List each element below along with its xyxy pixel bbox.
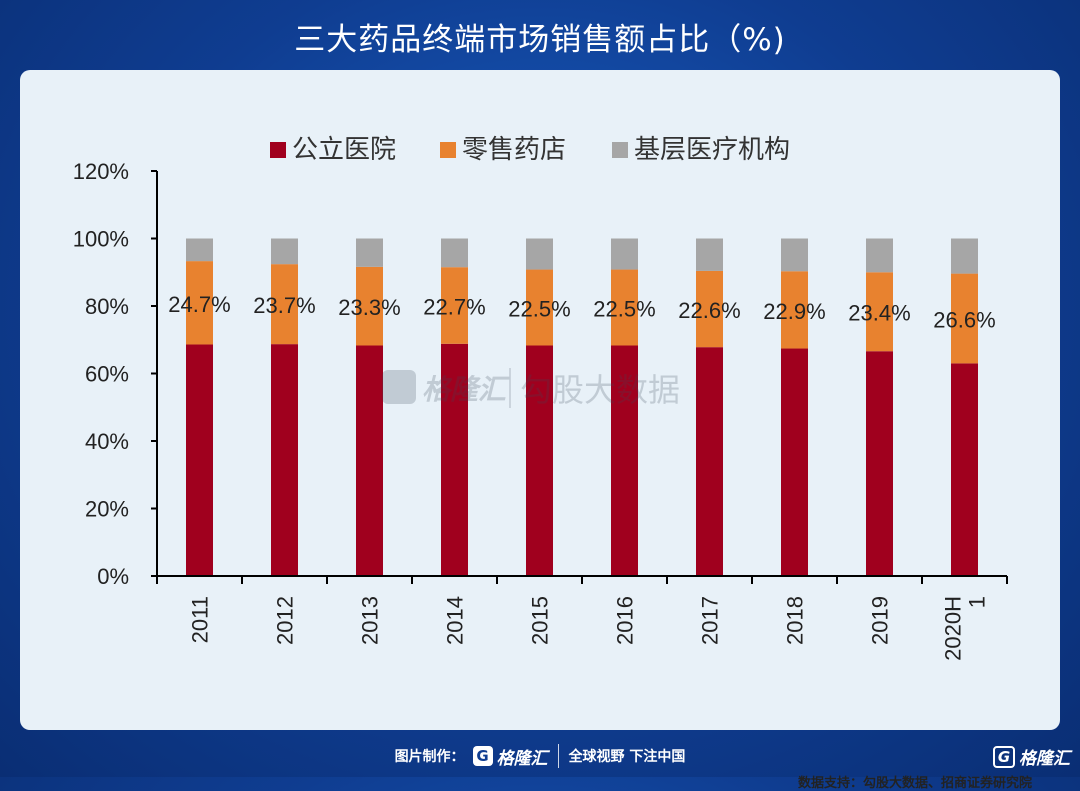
bar-2011-series-1 xyxy=(186,344,213,576)
legend-label-1: 公立医院 xyxy=(292,135,396,165)
bar-2019-series-2 xyxy=(866,272,893,352)
legend-label-3: 基层医疗机构 xyxy=(634,135,790,165)
legend-swatch-3 xyxy=(612,142,628,158)
bar-2015-series-2 xyxy=(526,269,553,346)
watermark-brand: 格隆汇 xyxy=(422,373,511,406)
x-tick-label: 2011 xyxy=(188,596,213,643)
bar-2013-series-3 xyxy=(356,238,383,267)
footer-bar: 图片制作： G 格隆汇 全球视野 下注中国 xyxy=(0,738,1080,774)
x-tick-label: 2013 xyxy=(358,596,383,645)
source-note: 数据支持：勾股大数据、招商证券研究院 xyxy=(797,776,1032,791)
data-label: 23.7% xyxy=(253,293,315,318)
bar-2016-series-1 xyxy=(611,345,638,576)
data-label: 22.7% xyxy=(423,294,485,319)
bar-2015-series-1 xyxy=(526,345,553,576)
x-tick-label: 2019 xyxy=(868,596,893,645)
data-label: 23.4% xyxy=(848,301,910,326)
bar-2013-series-2 xyxy=(356,266,383,346)
data-label: 22.9% xyxy=(763,299,825,324)
corner-brand: G 格隆汇 xyxy=(993,744,1070,769)
x-tick-label: 1 xyxy=(965,596,990,608)
bar-2018-series-3 xyxy=(781,238,808,272)
x-tick-label: 2018 xyxy=(783,596,808,645)
bar-2018-series-2 xyxy=(781,271,808,349)
x-tick-label: 2015 xyxy=(528,596,553,645)
x-tick-label: 2017 xyxy=(698,596,723,645)
bar-2016-series-2 xyxy=(611,269,638,346)
x-tick-label: 2016 xyxy=(613,596,638,645)
bar-2012-series-3 xyxy=(271,238,298,265)
data-label: 26.6% xyxy=(933,307,995,332)
bar-2012-series-2 xyxy=(271,264,298,345)
legend-label-2: 零售药店 xyxy=(462,135,566,165)
corner-brand-name: 格隆汇 xyxy=(1019,749,1070,769)
x-tick-label: 2014 xyxy=(443,596,468,645)
legend-swatch-2 xyxy=(440,142,456,158)
bar-2014-series-3 xyxy=(441,238,468,268)
bar-2018-series-1 xyxy=(781,348,808,576)
footer-credit: 图片制作： xyxy=(394,749,465,765)
bar-2011-series-3 xyxy=(186,238,213,262)
bar-2012-series-1 xyxy=(271,344,298,576)
data-label: 22.5% xyxy=(593,297,655,322)
footer-brand-name: 格隆汇 xyxy=(496,748,548,769)
y-tick-label: 120% xyxy=(73,159,129,184)
brand-logo-icon: G xyxy=(472,746,493,766)
bar-2017-series-3 xyxy=(696,238,723,271)
bar-2020H1-series-3 xyxy=(951,238,978,274)
chart-card: 公立医院 零售药店 基层医疗机构 0% 20% 40% 60% 80% 100% 120% 24.7… xyxy=(20,70,1060,791)
bar-2017-series-1 xyxy=(696,347,723,576)
y-tick-label: 20% xyxy=(85,497,129,522)
footer-brand: G 格隆汇 xyxy=(472,744,548,769)
bar-2016-series-3 xyxy=(611,238,638,270)
data-label: 22.6% xyxy=(678,298,740,323)
data-label: 23.3% xyxy=(338,295,400,320)
y-tick-label: 0% xyxy=(97,564,129,589)
y-tick-label: 100% xyxy=(73,227,129,252)
bar-2014-series-1 xyxy=(441,343,468,576)
page-title: 三大药品终端市场销售额占比（%) xyxy=(294,22,786,58)
stacked-bar-chart: 公立医院 零售药店 基层医疗机构 0% 20% 40% 60% 80% 100% 120% 24.7… xyxy=(73,135,1008,661)
y-tick-label: 80% xyxy=(85,294,129,319)
y-tick-label: 60% xyxy=(85,362,129,387)
bar-2017-series-2 xyxy=(696,270,723,348)
data-label: 22.5% xyxy=(508,297,570,322)
bar-2013-series-1 xyxy=(356,345,383,576)
watermark-product: 勾股大数据 xyxy=(520,371,680,409)
corner-logo-icon: G xyxy=(993,745,1015,768)
bar-2015-series-3 xyxy=(526,238,553,270)
bar-2014-series-2 xyxy=(441,267,468,344)
legend-swatch-1 xyxy=(270,142,286,158)
footer-divider xyxy=(557,744,559,768)
y-tick-label: 40% xyxy=(85,429,129,454)
bar-2019-series-1 xyxy=(866,351,893,576)
bar-2020H1-series-2 xyxy=(951,273,978,364)
bar-2011-series-2 xyxy=(186,261,213,345)
bar-2019-series-3 xyxy=(866,238,893,273)
x-tick-label: 2020H xyxy=(941,596,966,661)
x-tick-label: 2012 xyxy=(273,596,298,645)
footer-slogan: 全球视野 下注中国 xyxy=(568,749,686,765)
bar-2020H1-series-1 xyxy=(951,363,978,576)
watermark: 格隆汇 勾股大数据 xyxy=(382,368,680,409)
watermark-logo-icon xyxy=(382,370,416,404)
data-label: 24.7% xyxy=(168,292,230,317)
